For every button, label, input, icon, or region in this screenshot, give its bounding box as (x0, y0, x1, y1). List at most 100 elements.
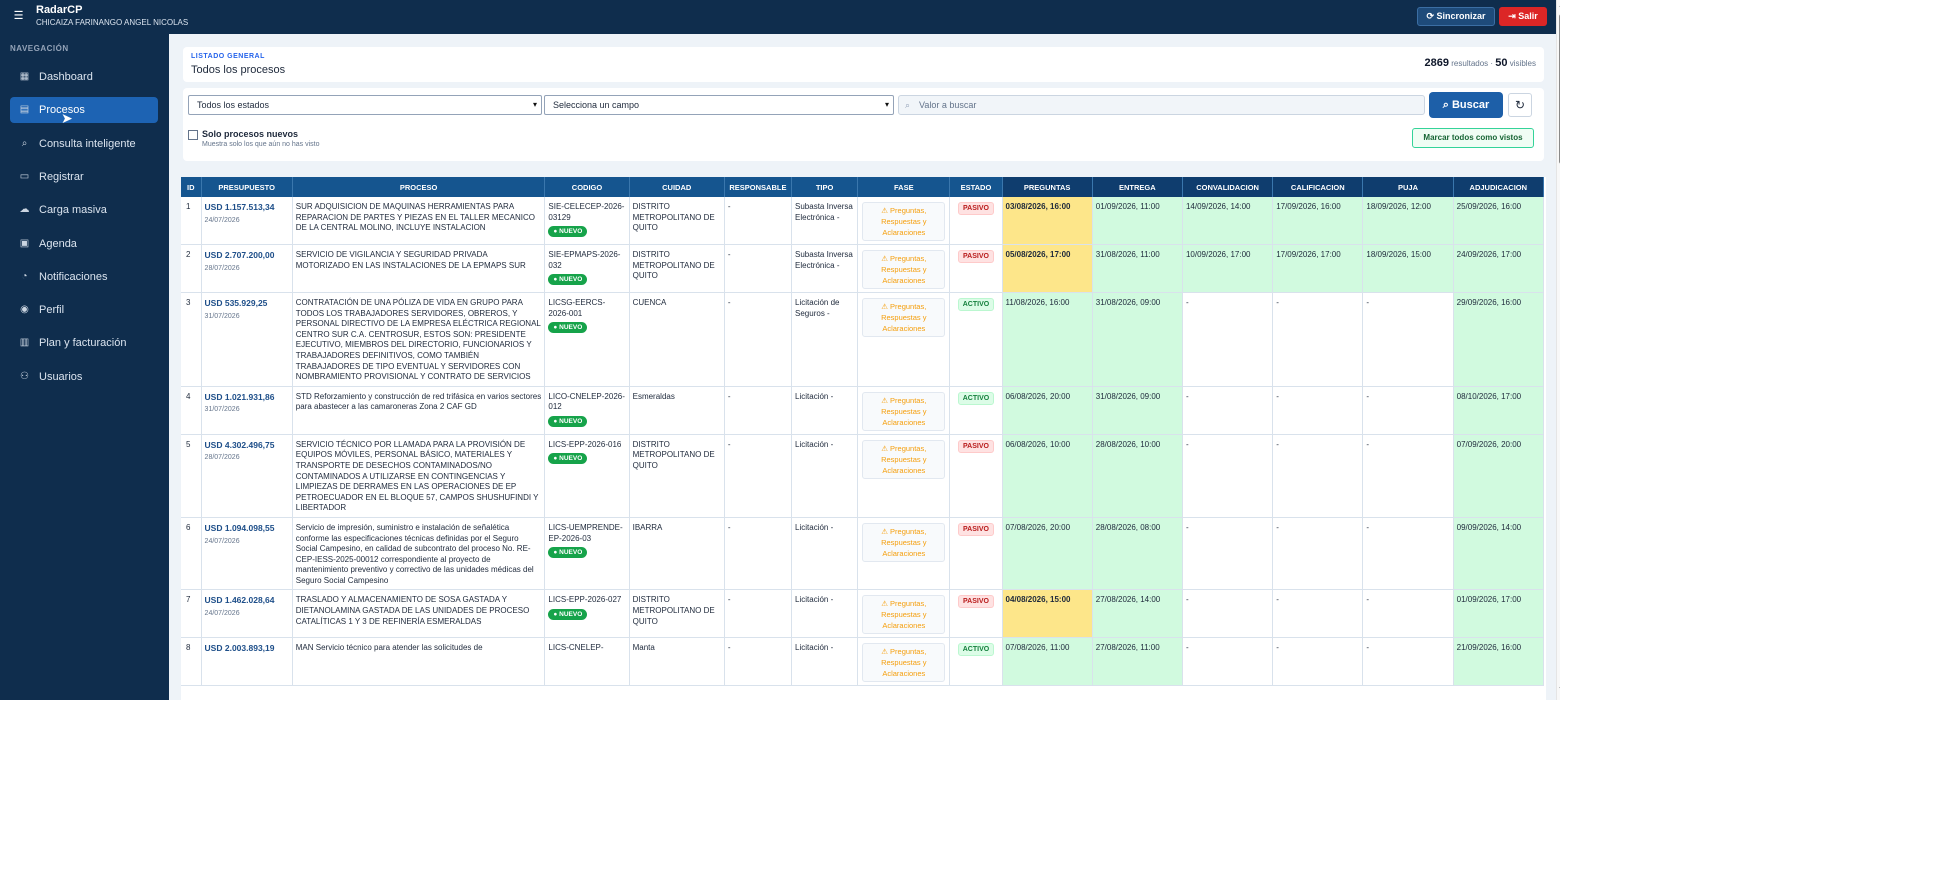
code-cell: LICS-EPP-2026-027 ● NUEVO (544, 589, 630, 639)
phase-warning: ⚠ Preguntas, Respuestas y Aclaraciones (862, 202, 946, 241)
code-cell: SIE-EPMAPS-2026-032 ● NUEVO (544, 244, 630, 293)
state-select[interactable]: Todos los estados ▾ (188, 95, 542, 115)
table-row[interactable]: 8 USD 2.003.893,19 MAN Servicio técnico pa… (181, 637, 1545, 687)
bid-date: - (1362, 637, 1454, 687)
budget-amount: USD 4.302.496,75 (204, 439, 275, 450)
scrollbar-thumb[interactable] (1559, 14, 1560, 164)
column-header[interactable]: TIPO (791, 177, 859, 197)
city-cell: Manta (629, 637, 725, 687)
results-number: 2869 (1424, 57, 1450, 69)
column-header[interactable]: PUJA (1362, 177, 1454, 197)
table-row[interactable]: 3 USD 535.929,25 31/07/2026 CONTRATACIÓN DE… (181, 292, 1545, 387)
row-id: 2 (181, 244, 202, 293)
column-header[interactable]: ENTREGA (1092, 177, 1183, 197)
validation-date: - (1182, 637, 1274, 687)
column-header[interactable]: PREGUNTAS (1002, 177, 1093, 197)
logout-label: Salir (1518, 11, 1538, 21)
column-header[interactable]: CALIFICACION (1272, 177, 1364, 197)
mouse-cursor-icon: ➤ (61, 110, 73, 126)
process-code: LICO-CNELEP-2026-012 (548, 391, 625, 412)
table-row[interactable]: 4 USD 1.021.931,86 31/07/2026 STD Reforzami… (181, 386, 1545, 435)
responsible-cell: - (724, 517, 793, 591)
award-date: 07/09/2026, 20:00 (1453, 434, 1545, 518)
type-cell: Licitación - (791, 386, 859, 435)
vertical-scrollbar[interactable]: ▲ ▼ (1556, 0, 1560, 700)
code-cell: SIE-CELECEP-2026-03129 ● NUEVO (544, 197, 630, 245)
user-name: CHICAIZA FARINANGO ANGEL NICOLAS (36, 18, 189, 27)
column-header[interactable]: CONVALIDACION (1182, 177, 1274, 197)
delivery-date: 28/08/2026, 10:00 (1092, 434, 1183, 518)
questions-date: 05/08/2026, 17:00 (1002, 244, 1093, 293)
column-header[interactable]: CODIGO (544, 177, 630, 197)
logout-button[interactable]: ⇥ Salir (1499, 7, 1547, 26)
column-header[interactable]: CUIDAD (629, 177, 725, 197)
status-cell: PASIVO (949, 244, 1003, 293)
sync-button[interactable]: ⟳ Sincronizar (1417, 7, 1495, 26)
process-code: LICSG-EERCS-2026-001 (548, 298, 606, 318)
award-date: 21/09/2026, 16:00 (1453, 637, 1545, 687)
qualification-date: - (1272, 292, 1364, 387)
phase-cell: ⚠ Preguntas, Respuestas y Aclaraciones (857, 637, 951, 687)
publish-date: 31/07/2026 (204, 312, 240, 320)
sidebar-item-dashboard[interactable]: ▦ Dashboard (10, 64, 158, 90)
row-id: 6 (181, 517, 202, 591)
sidebar-item-registrar[interactable]: ▭ Registrar (10, 164, 158, 190)
bid-date: - (1362, 589, 1454, 639)
table-row[interactable]: 6 USD 1.094.098,55 24/07/2026 Servicio de i… (181, 517, 1545, 591)
sync-label: Sincronizar (1436, 11, 1486, 21)
delivery-date: 27/08/2026, 14:00 (1092, 589, 1183, 639)
process-code: SIE-CELECEP-2026-03129 (548, 202, 625, 222)
field-select[interactable]: Selecciona un campo ▾ (544, 95, 894, 115)
scroll-up-arrow-icon[interactable]: ▲ (1558, 2, 1560, 9)
search-input[interactable]: ⌕ Valor a buscar (898, 95, 1425, 115)
status-cell: PASIVO (949, 197, 1003, 245)
column-header[interactable]: ID (181, 177, 202, 197)
responsible-cell: - (724, 197, 793, 245)
responsible-cell: - (724, 386, 793, 435)
column-header[interactable]: ADJUDICACION (1453, 177, 1545, 197)
sidebar-item-carga-masiva[interactable]: ☁ Carga masiva (10, 197, 158, 223)
table-row[interactable]: 5 USD 4.302.496,75 28/07/2026 SERVICIO TÉCN… (181, 434, 1545, 518)
refresh-button[interactable]: ↻ (1508, 93, 1532, 117)
dashboard-icon: ▦ (19, 71, 30, 82)
sync-icon: ⟳ (1426, 11, 1437, 21)
budget-amount: USD 1.094.098,55 (204, 522, 275, 533)
search-button[interactable]: ⌕ Buscar (1429, 92, 1503, 118)
bid-date: - (1362, 386, 1454, 435)
table-row[interactable]: 2 USD 2.707.200,00 28/07/2026 SERVICIO DE V… (181, 244, 1545, 293)
budget-amount: USD 1.021.931,86 (204, 391, 275, 402)
code-cell: LICSG-EERCS-2026-001 ● NUEVO (544, 292, 630, 387)
field-select-value: Selecciona un campo (553, 100, 640, 110)
sidebar-item-plan-y-facturación[interactable]: ▥ Plan y facturación (10, 330, 158, 356)
process-description: Servicio de impresión, suministro e inst… (292, 517, 546, 591)
only-new-checkbox[interactable] (188, 130, 198, 140)
table-row[interactable]: 7 USD 1.462.028,64 24/07/2026 TRASLADO Y AL… (181, 589, 1545, 639)
phase-warning: ⚠ Preguntas, Respuestas y Aclaraciones (862, 522, 946, 562)
sidebar-item-label: Notificaciones (39, 270, 108, 283)
column-header[interactable]: PRESUPUESTO (201, 177, 293, 197)
sidebar-item-consulta-inteligente[interactable]: ⌕ Consulta inteligente (10, 131, 158, 157)
publish-date: 24/07/2026 (204, 537, 240, 545)
bid-date: 18/09/2026, 12:00 (1362, 197, 1454, 245)
sidebar-item-agenda[interactable]: ▣ Agenda (10, 231, 158, 257)
sidebar-item-notificaciones[interactable]: ◔ Notificaciones (10, 264, 158, 290)
publish-date: 28/07/2026 (204, 454, 240, 462)
city-cell: Esmeraldas (629, 386, 725, 435)
sidebar-item-perfil[interactable]: ◉ Perfil (10, 297, 158, 323)
process-code: LICS-EPP-2026-016 (548, 439, 622, 449)
menu-icon[interactable]: ☰ (13, 10, 24, 22)
column-header[interactable]: ESTADO (949, 177, 1003, 197)
status-cell: PASIVO (949, 434, 1003, 518)
table-row[interactable]: 1 USD 1.157.513,34 24/07/2026 SUR ADQUISICI… (181, 197, 1545, 245)
column-header[interactable]: PROCESO (292, 177, 546, 197)
sidebar-item-usuarios[interactable]: ⚇ Usuarios (10, 364, 158, 390)
column-header[interactable]: FASE (857, 177, 951, 197)
sidebar-item-label: Usuarios (39, 370, 83, 383)
mark-all-seen-button[interactable]: Marcar todos como vistos (1412, 128, 1534, 148)
column-header[interactable]: RESPONSABLE (724, 177, 793, 197)
budget-amount: USD 2.707.200,00 (204, 250, 275, 260)
new-badge: ● NUEVO (548, 609, 588, 621)
phase-cell: ⚠ Preguntas, Respuestas y Aclaraciones (857, 589, 951, 639)
sidebar-item-procesos[interactable]: ▤ Procesos (10, 97, 158, 124)
scroll-down-arrow-icon[interactable]: ▼ (1558, 686, 1560, 693)
